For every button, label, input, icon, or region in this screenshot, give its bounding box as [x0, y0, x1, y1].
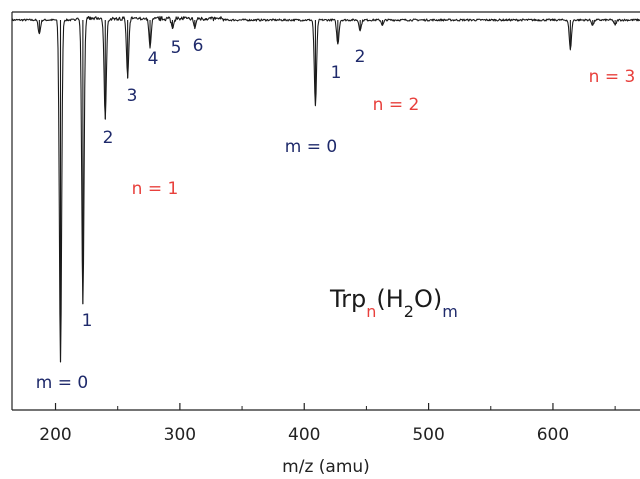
label-cluster-n1: n = 1: [132, 179, 179, 199]
formula-sub-2: 2: [404, 302, 414, 321]
formula-mid: (H: [376, 285, 403, 313]
x-tick-label-600: 600: [537, 425, 569, 445]
formula-sub-n: n: [366, 302, 376, 321]
x-axis-title: m/z (amu): [282, 457, 370, 477]
label-cluster-n2: n = 2: [373, 95, 420, 115]
label-n2-m2: 2: [355, 47, 366, 67]
x-axis-ticks: 200 300 400 500 600: [39, 403, 615, 445]
formula-tail: O): [414, 285, 442, 313]
label-n2-m1: 1: [331, 63, 342, 83]
label-n1-m1: 1: [82, 311, 93, 331]
formula-sub-m: m: [442, 302, 458, 321]
spectrum-trace: [12, 16, 640, 362]
label-n1-m4: 4: [148, 49, 159, 69]
label-cluster-n3: n = 3: [589, 67, 636, 87]
formula-base: Trp: [329, 285, 366, 313]
label-n1-m2: 2: [103, 128, 114, 148]
x-tick-label-300: 300: [164, 425, 196, 445]
label-n2-m0: m = 0: [285, 137, 337, 157]
peak-marks: [39, 20, 615, 362]
x-tick-label-500: 500: [412, 425, 444, 445]
x-tick-label-400: 400: [288, 425, 320, 445]
label-n1-m0: m = 0: [36, 373, 88, 393]
label-n1-m3: 3: [127, 86, 138, 106]
label-n1-m6: 6: [193, 36, 204, 56]
formula-label: Trpn(H2O)m: [329, 285, 458, 321]
label-n1-m5: 5: [171, 38, 182, 58]
peak-annotations: m = 0 1 2 3 4 5 6 n = 1 m = 0 1 2 n = 2 …: [36, 36, 636, 393]
x-tick-label-200: 200: [39, 425, 71, 445]
